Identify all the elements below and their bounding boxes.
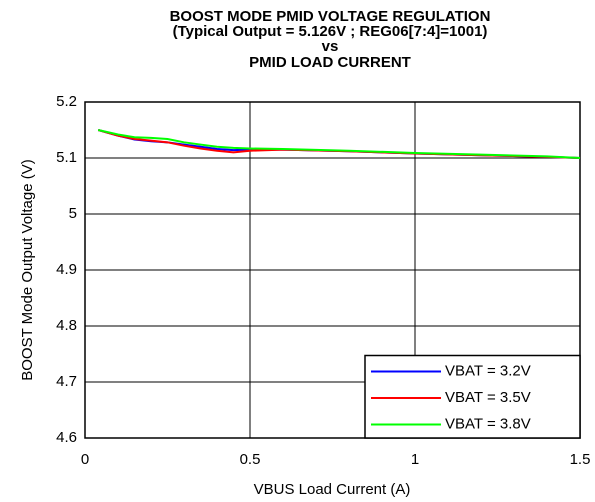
series-line xyxy=(97,129,581,159)
y-tick-label: 4.7 xyxy=(56,373,77,390)
x-tick-label: 1.5 xyxy=(570,451,591,468)
chart-title: PMID LOAD CURRENT xyxy=(249,54,411,71)
plot-border xyxy=(84,101,581,439)
chart-title: (Typical Output = 5.126V ; REG06[7:4]=10… xyxy=(173,23,488,40)
x-tick-label: 0 xyxy=(81,451,89,468)
chart-title: vs xyxy=(322,38,339,55)
y-tick-label: 5.1 xyxy=(56,149,77,166)
legend-label: VBAT = 3.5V xyxy=(445,389,531,406)
y-axis-label: BOOST Mode Output Voltage (V) xyxy=(19,159,36,381)
y-tick-label: 4.9 xyxy=(56,261,77,278)
series-line xyxy=(97,129,581,159)
x-axis-label: VBUS Load Current (A) xyxy=(254,481,411,498)
legend-label: VBAT = 3.2V xyxy=(445,362,531,379)
y-tick-label: 4.6 xyxy=(56,429,77,446)
legend-label: VBAT = 3.8V xyxy=(445,415,531,432)
y-tick-label: 5.2 xyxy=(56,93,77,110)
y-tick-label: 5 xyxy=(69,205,77,222)
y-tick-label: 4.8 xyxy=(56,317,77,334)
series-line xyxy=(97,129,581,159)
x-tick-label: 1 xyxy=(411,451,419,468)
chart-title: BOOST MODE PMID VOLTAGE REGULATION xyxy=(170,8,491,25)
x-tick-label: 0.5 xyxy=(240,451,261,468)
